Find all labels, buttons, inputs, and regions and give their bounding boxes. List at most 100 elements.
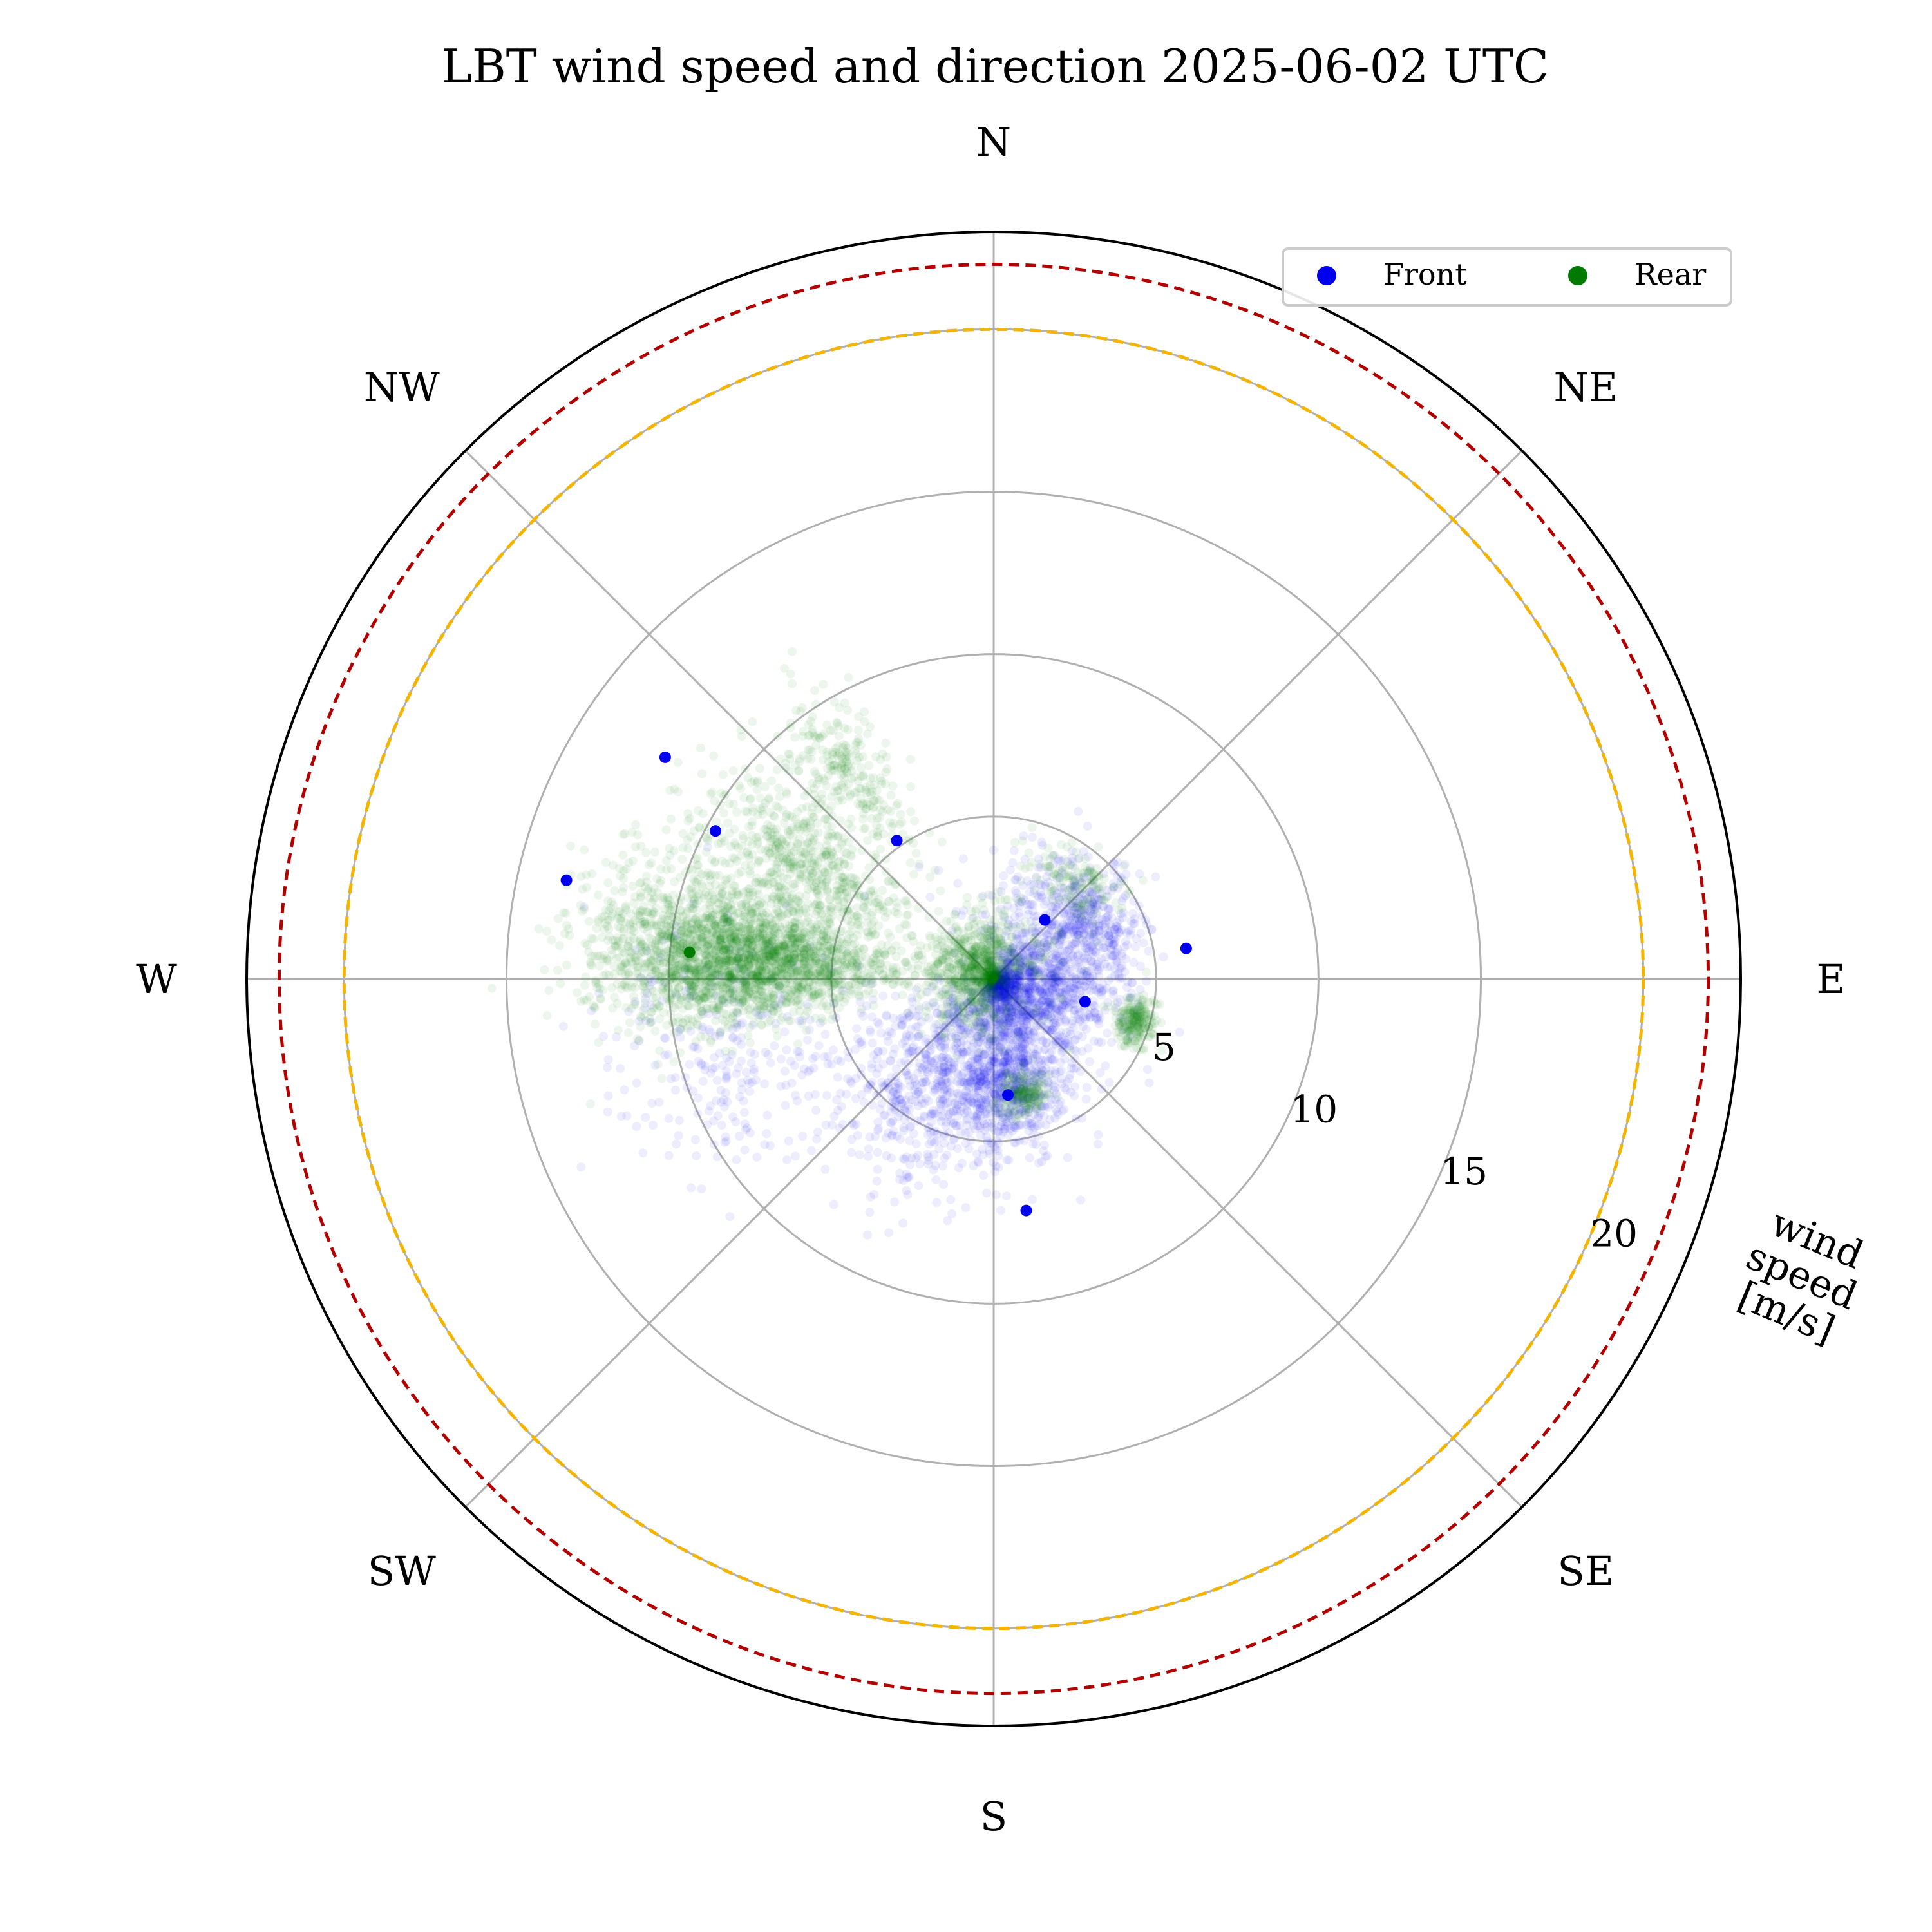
scatter-point bbox=[974, 1081, 984, 1090]
scatter-point bbox=[1012, 978, 1021, 988]
scatter-point bbox=[1005, 1035, 1015, 1045]
scatter-point bbox=[1089, 1036, 1099, 1046]
scatter-point bbox=[869, 1190, 879, 1199]
scatter-point bbox=[996, 1206, 1005, 1215]
scatter-point bbox=[990, 994, 1000, 1003]
scatter-point bbox=[827, 1120, 837, 1130]
scatter-point bbox=[782, 1155, 791, 1164]
scatter-point bbox=[638, 1148, 648, 1158]
scatter-point bbox=[829, 1200, 838, 1209]
scatter-point bbox=[1025, 997, 1035, 1007]
scatter-point bbox=[1037, 1060, 1046, 1070]
scatter-point bbox=[992, 989, 1001, 998]
scatter-point bbox=[1036, 1008, 1045, 1018]
scatter-point bbox=[843, 1047, 853, 1057]
scatter-point bbox=[911, 1139, 921, 1149]
scatter-point bbox=[929, 1087, 939, 1097]
scatter-point bbox=[1005, 967, 1014, 977]
scatter-point bbox=[921, 1094, 931, 1103]
scatter-point bbox=[803, 1035, 813, 1045]
scatter-point bbox=[1080, 981, 1090, 991]
scatter-point bbox=[657, 1074, 667, 1083]
scatter-point bbox=[1098, 979, 1108, 989]
scatter-point bbox=[1121, 936, 1130, 946]
scatter-point bbox=[1016, 1016, 1026, 1025]
scatter-point bbox=[1046, 1095, 1056, 1104]
scatter-point bbox=[1028, 1051, 1038, 1061]
scatter-point bbox=[847, 1119, 857, 1128]
scatter-point bbox=[829, 1112, 839, 1121]
scatter-point bbox=[992, 994, 1001, 1004]
scatter-point bbox=[1061, 1085, 1071, 1095]
scatter-point bbox=[1003, 1021, 1013, 1030]
scatter-point bbox=[786, 1056, 795, 1066]
scatter-point bbox=[968, 1066, 978, 1075]
scatter-point bbox=[1061, 1038, 1070, 1048]
scatter-point bbox=[898, 1016, 908, 1025]
scatter-point bbox=[978, 993, 988, 1003]
scatter-point bbox=[616, 1064, 625, 1074]
scatter-point bbox=[1000, 1031, 1010, 1041]
scatter-point bbox=[1009, 1138, 1019, 1148]
scatter-point bbox=[780, 1066, 790, 1076]
scatter-point bbox=[1019, 988, 1028, 998]
scatter-point bbox=[893, 1090, 903, 1099]
scatter-point bbox=[847, 1148, 856, 1157]
scatter-point bbox=[1023, 1068, 1032, 1077]
scatter-point bbox=[900, 1154, 909, 1164]
scatter-point bbox=[873, 1117, 883, 1127]
grid-spoke bbox=[992, 978, 1523, 1508]
scatter-point bbox=[808, 1054, 817, 1063]
scatter-point bbox=[1001, 983, 1011, 993]
scatter-point bbox=[1000, 983, 1010, 993]
scatter-point bbox=[670, 1085, 680, 1095]
scatter-point bbox=[974, 1158, 983, 1168]
scatter-point bbox=[1001, 983, 1011, 992]
scatter-point bbox=[1051, 951, 1061, 960]
scatter-point bbox=[873, 1148, 882, 1157]
scatter-point bbox=[1054, 1037, 1064, 1047]
scatter-point bbox=[979, 1018, 989, 1027]
scatter-point bbox=[1004, 1002, 1014, 1012]
scatter-point bbox=[1134, 901, 1144, 911]
scatter-point bbox=[991, 989, 1001, 998]
scatter-point bbox=[597, 933, 607, 942]
scatter-point bbox=[1063, 1077, 1072, 1087]
scatter-point bbox=[1028, 951, 1037, 961]
scatter-point bbox=[670, 1073, 680, 1083]
scatter-point bbox=[1097, 986, 1107, 996]
scatter-point bbox=[922, 1050, 931, 1060]
scatter-point bbox=[1019, 986, 1029, 996]
scatter-point bbox=[993, 974, 1003, 984]
scatter-point bbox=[1003, 996, 1012, 1005]
scatter-point bbox=[782, 1045, 791, 1055]
scatter-point bbox=[1136, 929, 1146, 938]
scatter-point bbox=[576, 1162, 586, 1172]
scatter-point bbox=[1085, 1057, 1094, 1066]
scatter-point bbox=[1050, 909, 1059, 919]
scatter-point bbox=[867, 1038, 877, 1048]
scatter-point bbox=[891, 1064, 901, 1074]
scatter-point bbox=[717, 1121, 726, 1130]
scatter-point bbox=[1003, 958, 1012, 967]
scatter-point bbox=[953, 1144, 963, 1153]
scatter-point bbox=[855, 1038, 865, 1047]
scatter-point bbox=[865, 1208, 875, 1217]
scatter-point bbox=[760, 1140, 770, 1150]
scatter-point bbox=[737, 1056, 746, 1066]
scatter-point bbox=[887, 1153, 896, 1163]
scatter-point bbox=[919, 1111, 929, 1121]
scatter-point bbox=[851, 1094, 860, 1103]
scatter-point bbox=[990, 978, 999, 987]
scatter-point bbox=[1038, 1036, 1048, 1045]
scatter-point bbox=[547, 935, 556, 945]
scatter-point bbox=[1115, 915, 1124, 925]
scatter-point bbox=[1128, 909, 1138, 918]
scatter-point bbox=[603, 1091, 613, 1101]
scatter-point bbox=[900, 1057, 910, 1066]
scatter-point bbox=[886, 1056, 896, 1066]
scatter-point bbox=[663, 1050, 673, 1059]
scatter-point bbox=[993, 980, 1003, 989]
scatter-point bbox=[1104, 1077, 1114, 1087]
scatter-point bbox=[641, 1113, 650, 1122]
